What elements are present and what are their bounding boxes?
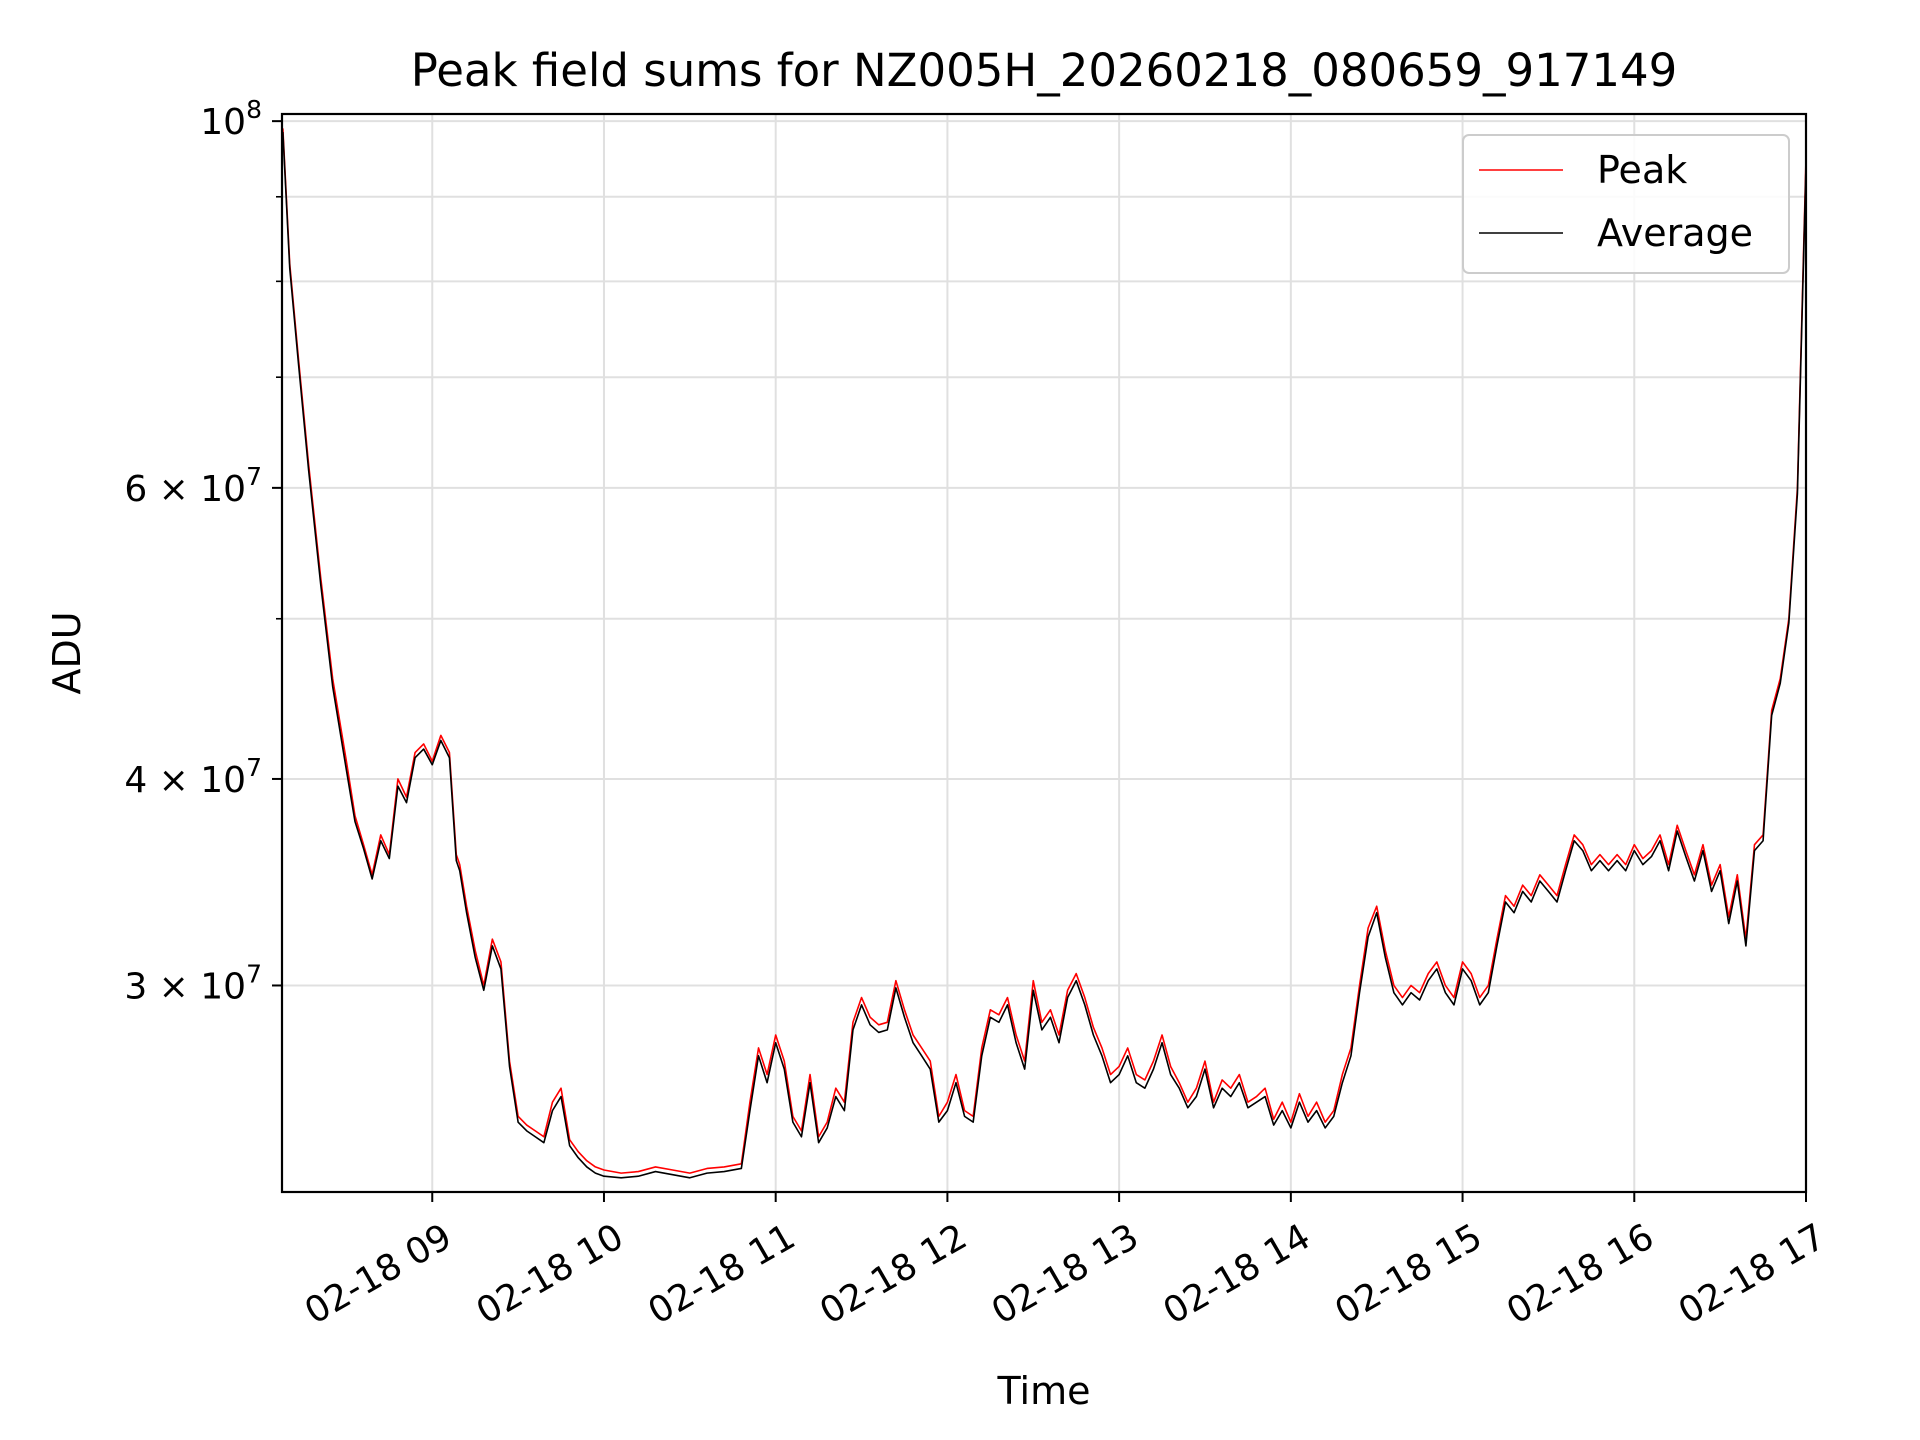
legend-average-label: Average bbox=[1597, 211, 1753, 255]
legend: Peak Average bbox=[1462, 134, 1790, 274]
y-tick-base: 10 bbox=[200, 760, 246, 801]
series-peak-line bbox=[282, 128, 1807, 1174]
chart-title: Peak field sums for NZ005H_20260218_0806… bbox=[411, 44, 1678, 97]
y-tick-exponent: 7 bbox=[246, 753, 262, 782]
series-average-line bbox=[282, 131, 1807, 1179]
y-tick-base: 10 bbox=[200, 102, 246, 143]
series-layer bbox=[282, 128, 1807, 1179]
y-tick-mantissa: 3 × bbox=[124, 966, 200, 1007]
y-tick-exponent: 7 bbox=[246, 959, 262, 988]
y-tick-mantissa: 6 × bbox=[124, 469, 200, 510]
y-tick-label: 6 × 107 bbox=[124, 462, 262, 510]
y-tick-label: 4 × 107 bbox=[124, 753, 262, 801]
y-axis-label: ADU bbox=[45, 611, 89, 694]
y-tick-base: 10 bbox=[200, 469, 246, 510]
y-tick-label: 3 × 107 bbox=[124, 959, 262, 1007]
plot-frame bbox=[280, 112, 1808, 1194]
y-tick-exponent: 8 bbox=[246, 95, 262, 124]
y-tick-exponent: 7 bbox=[246, 462, 262, 491]
y-tick-mantissa: 4 × bbox=[124, 760, 200, 801]
y-tick-base: 10 bbox=[200, 966, 246, 1007]
y-tick-label: 108 bbox=[200, 95, 262, 143]
legend-peak-label: Peak bbox=[1597, 148, 1687, 192]
x-axis-label: Time bbox=[997, 1369, 1091, 1413]
